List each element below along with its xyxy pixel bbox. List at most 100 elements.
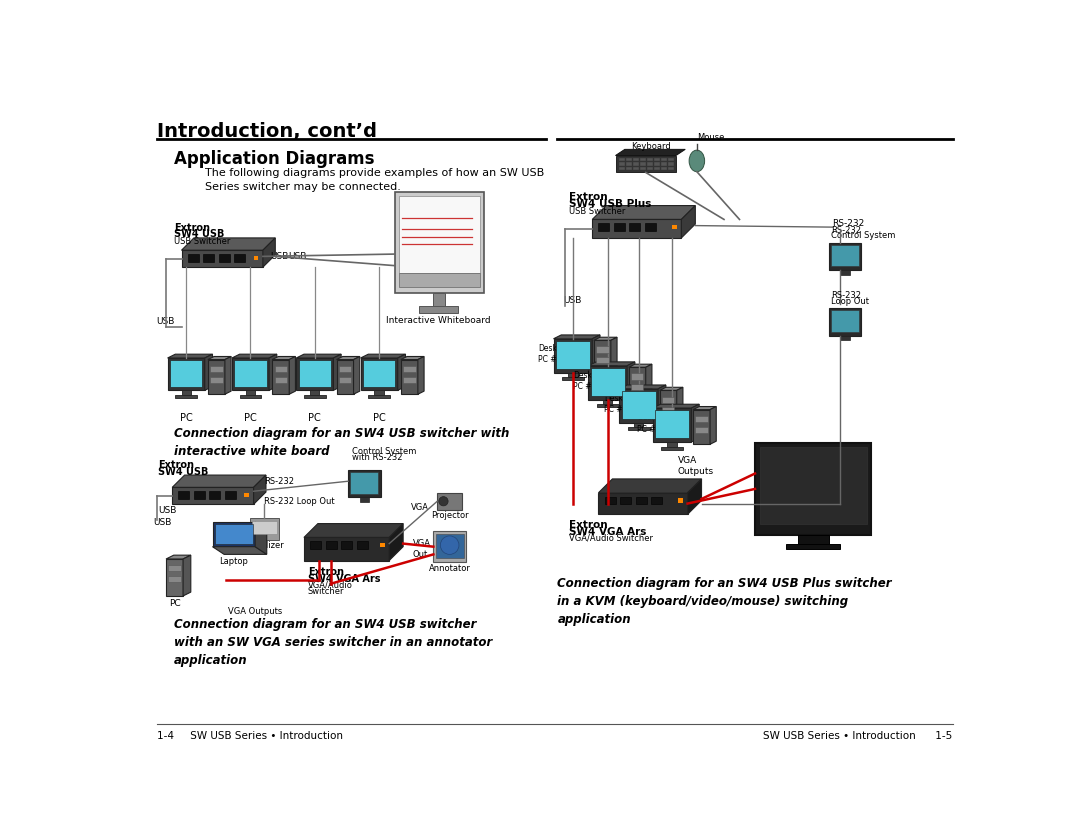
Polygon shape bbox=[681, 205, 696, 238]
Polygon shape bbox=[688, 479, 702, 515]
Polygon shape bbox=[710, 406, 716, 445]
Bar bbox=[634, 423, 644, 427]
Bar bbox=[654, 163, 660, 165]
Polygon shape bbox=[616, 149, 685, 155]
Bar bbox=[654, 167, 660, 170]
Bar bbox=[669, 158, 674, 161]
Polygon shape bbox=[693, 409, 710, 445]
Bar bbox=[274, 366, 287, 372]
Circle shape bbox=[441, 536, 459, 555]
Polygon shape bbox=[401, 356, 424, 359]
Text: Desktop
PC #2: Desktop PC #2 bbox=[572, 371, 605, 391]
Bar bbox=[661, 167, 666, 170]
Polygon shape bbox=[592, 335, 600, 373]
Polygon shape bbox=[166, 559, 183, 596]
Polygon shape bbox=[167, 354, 213, 358]
Bar bbox=[399, 196, 480, 274]
Bar bbox=[168, 576, 180, 582]
Polygon shape bbox=[691, 404, 699, 442]
Bar bbox=[403, 376, 416, 383]
Polygon shape bbox=[262, 238, 275, 267]
Bar bbox=[605, 496, 616, 505]
Text: RS-232 Loop Out: RS-232 Loop Out bbox=[264, 496, 335, 505]
Polygon shape bbox=[554, 339, 592, 373]
Bar bbox=[341, 541, 352, 549]
Polygon shape bbox=[303, 537, 389, 560]
Text: Loop Out: Loop Out bbox=[831, 297, 869, 306]
Polygon shape bbox=[677, 387, 683, 425]
Bar bbox=[630, 224, 640, 231]
Bar bbox=[218, 254, 230, 262]
Bar bbox=[433, 293, 445, 306]
Polygon shape bbox=[629, 367, 646, 402]
Text: PC: PC bbox=[309, 413, 321, 423]
Bar bbox=[654, 158, 660, 161]
Polygon shape bbox=[619, 385, 666, 389]
Bar bbox=[619, 158, 625, 161]
Polygon shape bbox=[181, 238, 275, 250]
Bar bbox=[249, 518, 279, 540]
Bar bbox=[645, 224, 656, 231]
Polygon shape bbox=[181, 250, 262, 267]
Bar bbox=[568, 373, 578, 377]
Bar bbox=[234, 360, 267, 386]
Polygon shape bbox=[592, 219, 681, 238]
Text: USB: USB bbox=[153, 518, 172, 526]
Bar bbox=[598, 224, 609, 231]
Bar bbox=[636, 496, 647, 505]
Polygon shape bbox=[629, 364, 652, 367]
Bar bbox=[298, 360, 332, 386]
Text: USB Switcher: USB Switcher bbox=[174, 237, 230, 245]
Bar bbox=[678, 498, 683, 503]
Text: 1-4     SW USB Series • Introduction: 1-4 SW USB Series • Introduction bbox=[157, 731, 342, 741]
Bar bbox=[696, 426, 707, 433]
Text: Interactive Whiteboard: Interactive Whiteboard bbox=[387, 316, 491, 324]
Bar bbox=[662, 396, 674, 403]
Polygon shape bbox=[616, 155, 676, 173]
Text: The following diagrams provide examples of how an SW USB
Series switcher may be : The following diagrams provide examples … bbox=[205, 168, 544, 192]
Text: Extron: Extron bbox=[569, 193, 608, 203]
Text: Switcher: Switcher bbox=[308, 587, 345, 595]
Bar bbox=[181, 390, 191, 395]
Bar bbox=[240, 395, 261, 398]
Bar bbox=[828, 243, 861, 270]
Bar bbox=[326, 541, 337, 549]
Polygon shape bbox=[272, 359, 289, 394]
Bar bbox=[215, 525, 253, 545]
Bar bbox=[210, 491, 220, 499]
Polygon shape bbox=[172, 487, 254, 505]
Text: SW4 USB: SW4 USB bbox=[174, 229, 225, 239]
Polygon shape bbox=[296, 354, 341, 358]
Bar bbox=[627, 427, 649, 430]
Bar bbox=[419, 306, 458, 313]
Bar bbox=[310, 390, 320, 395]
Bar bbox=[380, 543, 384, 547]
Bar bbox=[626, 167, 632, 170]
Text: VGA Outputs: VGA Outputs bbox=[228, 607, 282, 615]
Bar bbox=[310, 541, 321, 549]
Bar bbox=[662, 407, 674, 414]
Polygon shape bbox=[619, 389, 658, 423]
Text: SW4 USB Plus: SW4 USB Plus bbox=[569, 199, 651, 209]
Polygon shape bbox=[611, 337, 617, 375]
Bar bbox=[786, 545, 840, 549]
Text: PC: PC bbox=[373, 413, 386, 423]
Polygon shape bbox=[589, 366, 627, 399]
Bar bbox=[350, 472, 378, 494]
Bar bbox=[755, 443, 872, 535]
Text: Visualizer: Visualizer bbox=[244, 541, 285, 550]
Text: USB: USB bbox=[157, 318, 175, 326]
Bar bbox=[656, 410, 689, 438]
Bar bbox=[254, 255, 258, 260]
Bar bbox=[631, 384, 644, 390]
Text: USB: USB bbox=[564, 296, 582, 304]
Bar bbox=[669, 167, 674, 170]
Polygon shape bbox=[207, 356, 231, 359]
Text: USB: USB bbox=[271, 252, 289, 261]
Polygon shape bbox=[361, 358, 397, 390]
Polygon shape bbox=[337, 359, 353, 394]
Polygon shape bbox=[660, 390, 677, 425]
Bar bbox=[399, 274, 480, 287]
Bar bbox=[368, 395, 390, 398]
Polygon shape bbox=[254, 475, 266, 505]
